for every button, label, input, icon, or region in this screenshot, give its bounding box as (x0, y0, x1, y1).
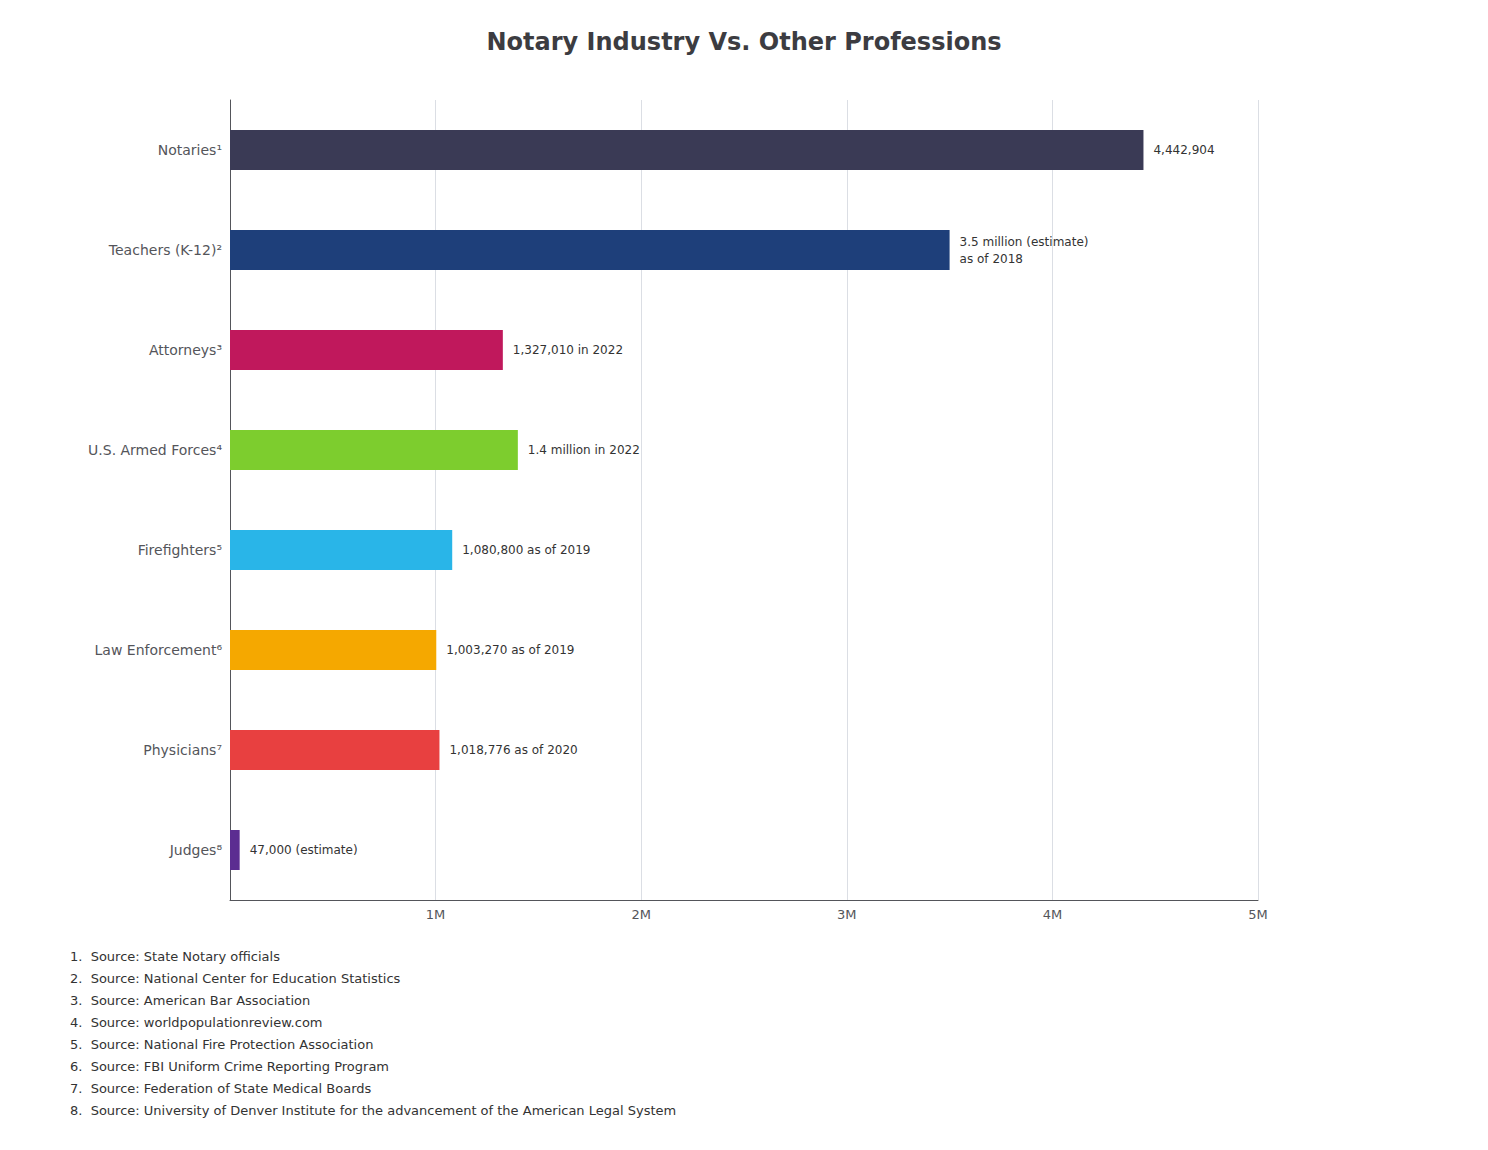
svg-text:Judges⁸: Judges⁸ (169, 842, 223, 858)
svg-text:1,080,800 as of 2019: 1,080,800 as of 2019 (462, 543, 590, 557)
svg-text:1M: 1M (426, 907, 446, 922)
svg-text:Firefighters⁵: Firefighters⁵ (138, 542, 222, 558)
svg-text:Physicians⁷: Physicians⁷ (143, 742, 222, 758)
svg-text:4. Source: worldpopulationrev: 4. Source: worldpopulationreview.com (70, 1015, 323, 1030)
svg-text:Attorneys³: Attorneys³ (149, 342, 222, 358)
svg-text:4,442,904: 4,442,904 (1153, 143, 1214, 157)
svg-text:4M: 4M (1043, 907, 1063, 922)
svg-text:Teachers (K-12)²: Teachers (K-12)² (108, 242, 222, 258)
svg-text:1,327,010 in 2022: 1,327,010 in 2022 (513, 343, 623, 357)
svg-text:2M: 2M (631, 907, 651, 922)
svg-text:U.S. Armed Forces⁴: U.S. Armed Forces⁴ (88, 442, 222, 458)
svg-text:1. Source: State Notary offic: 1. Source: State Notary officials (70, 949, 280, 964)
svg-text:as of 2018: as of 2018 (960, 252, 1023, 266)
svg-text:5M: 5M (1248, 907, 1268, 922)
svg-text:3.5 million (estimate): 3.5 million (estimate) (960, 235, 1089, 249)
svg-text:8. Source: University of Denv: 8. Source: University of Denver Institut… (70, 1103, 676, 1118)
svg-text:1.4 million in 2022: 1.4 million in 2022 (528, 443, 640, 457)
svg-text:1,018,776 as of 2020: 1,018,776 as of 2020 (449, 743, 577, 757)
svg-text:2. Source: National Center fo: 2. Source: National Center for Education… (70, 971, 401, 986)
svg-text:Law Enforcement⁶: Law Enforcement⁶ (95, 642, 223, 658)
svg-text:6. Source: FBI Uniform Crime: 6. Source: FBI Uniform Crime Reporting P… (70, 1059, 389, 1074)
svg-text:5. Source: National Fire Prot: 5. Source: National Fire Protection Asso… (70, 1037, 373, 1052)
svg-text:7. Source: Federation of Stat: 7. Source: Federation of State Medical B… (70, 1081, 372, 1096)
svg-text:Notary Industry Vs. Other Prof: Notary Industry Vs. Other Professions (486, 28, 1001, 56)
svg-text:1,003,270 as of 2019: 1,003,270 as of 2019 (446, 643, 574, 657)
svg-text:Notaries¹: Notaries¹ (158, 142, 222, 158)
svg-text:3M: 3M (837, 907, 857, 922)
svg-text:3. Source: American Bar Assoc: 3. Source: American Bar Association (70, 993, 310, 1008)
svg-text:47,000 (estimate): 47,000 (estimate) (250, 843, 358, 857)
